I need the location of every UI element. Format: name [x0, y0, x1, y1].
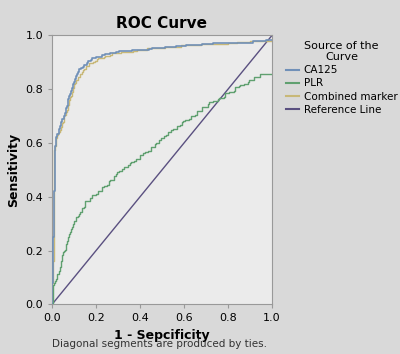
Title: ROC Curve: ROC Curve	[116, 16, 208, 32]
Legend: CA125, PLR, Combined marker, Reference Line: CA125, PLR, Combined marker, Reference L…	[286, 41, 398, 115]
Y-axis label: Sensitivity: Sensitivity	[7, 133, 20, 207]
X-axis label: 1 - Sepcificity: 1 - Sepcificity	[114, 329, 210, 342]
Text: Diagonal segments are produced by ties.: Diagonal segments are produced by ties.	[52, 339, 267, 349]
